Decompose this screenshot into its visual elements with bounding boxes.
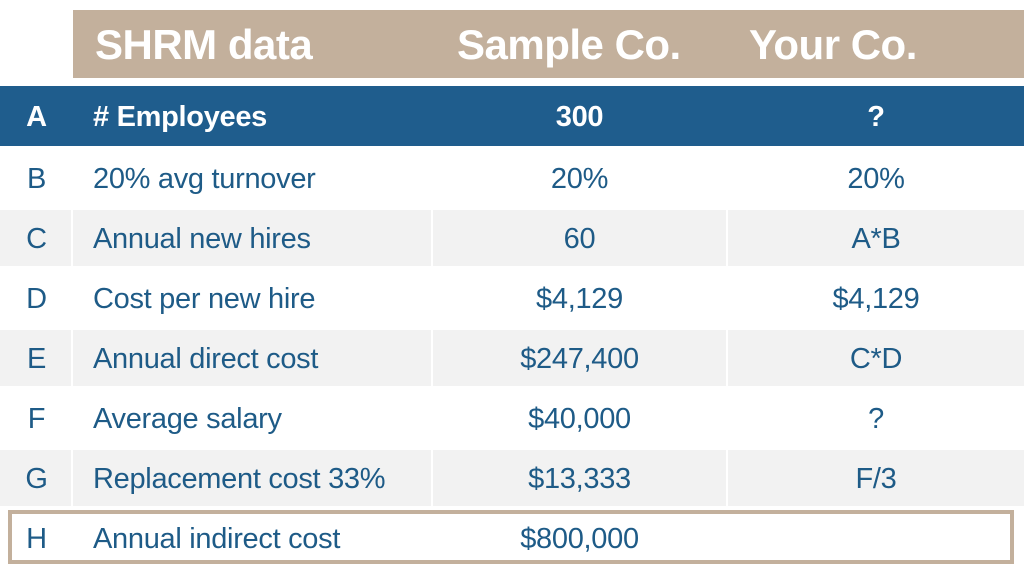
row-letter: F [27, 403, 46, 435]
total-row-outline [8, 510, 1014, 564]
your-value: F/3 [855, 463, 897, 495]
sample-value: $13,333 [528, 463, 631, 495]
sample-value: $4,129 [536, 283, 623, 315]
row-letter: E [26, 343, 47, 375]
row-letter: D [26, 283, 47, 315]
sample-value: 300 [555, 101, 604, 133]
sample-value: $40,000 [528, 403, 631, 435]
row-label: Annual direct cost [93, 343, 319, 375]
table-row-d: D Cost per new hire $4,129 $4,129 [0, 270, 1024, 326]
table-row-g: G Replacement cost 33% $13,333 F/3 [0, 450, 1024, 506]
row-letter: B [26, 163, 47, 195]
your-value [728, 510, 1024, 566]
table-row-h: H Annual indirect cost $800,000 [0, 510, 1024, 566]
table-row-c: C Annual new hires 60 A*B [0, 210, 1024, 266]
table-row-a: A # Employees 300 ? [0, 86, 1024, 146]
your-value: 20% [847, 163, 905, 195]
row-label: Cost per new hire [93, 283, 316, 315]
row-label: Annual new hires [93, 223, 311, 255]
sample-value: 60 [563, 223, 596, 255]
header-sample-co: Sample Co. [457, 21, 681, 68]
your-value: ? [867, 101, 885, 133]
your-value: A*B [851, 223, 901, 255]
row-letter: C [26, 223, 47, 255]
row-label: Average salary [93, 403, 282, 435]
sample-value: $247,400 [520, 343, 639, 375]
row-label: Replacement cost 33% [93, 463, 386, 495]
row-letter: G [25, 463, 48, 495]
table-row-f: F Average salary $40,000 ? [0, 390, 1024, 446]
header-your-co: Your Co. [749, 21, 917, 68]
row-letter: A [26, 101, 47, 133]
sample-value: $800,000 [520, 523, 639, 555]
row-letter: H [26, 523, 47, 555]
your-value: C*D [849, 343, 903, 375]
your-value: ? [868, 403, 884, 435]
row-label: 20% avg turnover [93, 163, 316, 195]
table-row-b: B 20% avg turnover 20% 20% [0, 150, 1024, 206]
row-label: Annual indirect cost [93, 523, 341, 555]
header-shrm-data: SHRM data [95, 21, 313, 68]
table-row-e: E Annual direct cost $247,400 C*D [0, 330, 1024, 386]
row-label: # Employees [93, 101, 268, 133]
your-value: $4,129 [832, 283, 920, 315]
table-header: SHRM data Sample Co. Your Co. [73, 10, 1024, 78]
sample-value: 20% [550, 163, 609, 195]
